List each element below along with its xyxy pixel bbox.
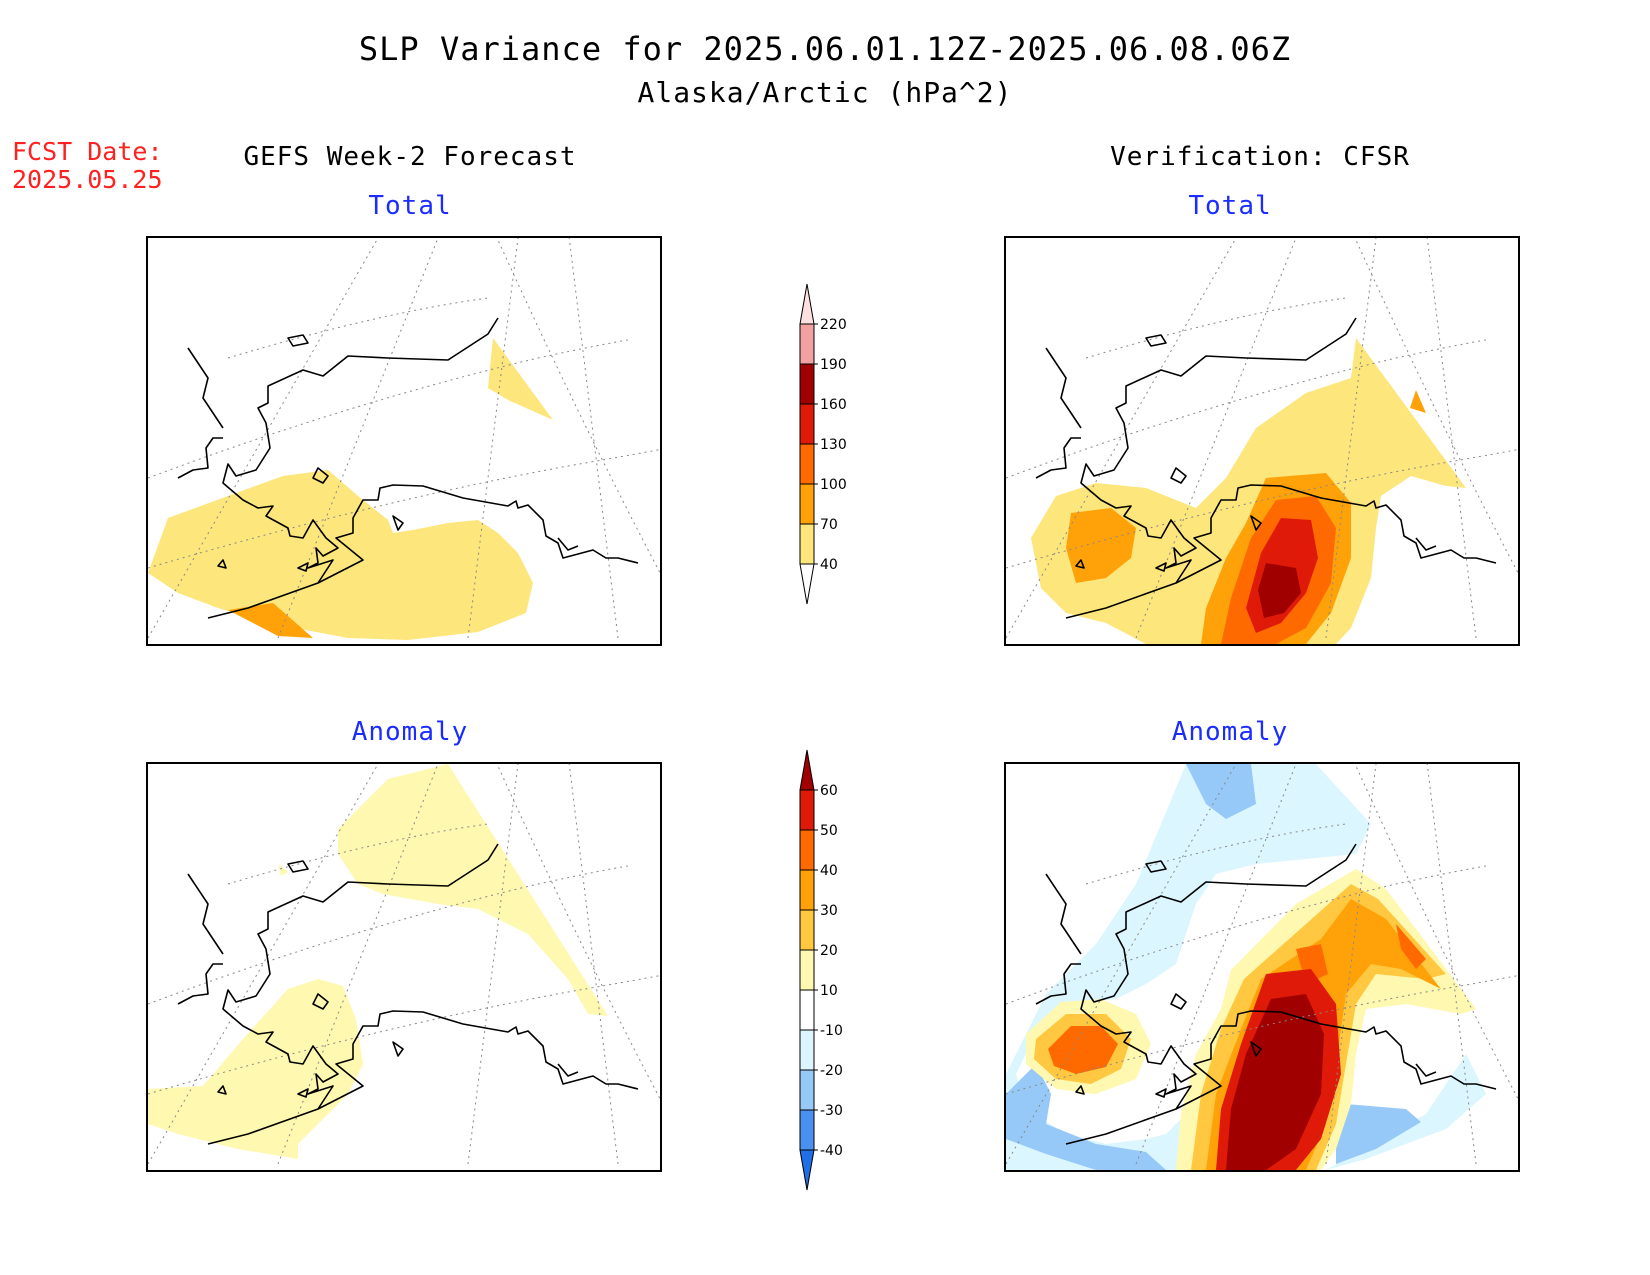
colorbar-anomaly-swatch	[799, 949, 815, 991]
colorbar-anomaly-label: 10	[820, 983, 838, 999]
colorbar-anomaly-label: 20	[820, 943, 838, 959]
panel-title-forecast-anomaly: Anomaly	[351, 717, 469, 747]
colorbar-anomaly-swatch	[799, 1109, 815, 1151]
colorbar-anomaly-top-triangle	[799, 749, 815, 791]
colorbar-anomaly-label: 40	[820, 863, 838, 879]
colorbar-anomaly-label: 60	[820, 783, 838, 799]
colorbar-total-label: 100	[820, 477, 847, 493]
colorbar-total-label: 40	[820, 557, 838, 573]
colorbar-anomaly-label: -10	[820, 1023, 843, 1039]
colorbar-anomaly-swatch	[799, 789, 815, 831]
colorbar-anomaly-swatch	[799, 1029, 815, 1071]
colorbar-anomaly-label: 30	[820, 903, 838, 919]
colorbar-anomaly-swatch	[799, 1069, 815, 1111]
colorbar-total-label: 70	[820, 517, 838, 533]
contour-map-verification-anomaly	[1006, 764, 1518, 1170]
colorbar-anomaly-swatch	[799, 869, 815, 911]
map-panel-verification-total	[1004, 236, 1520, 646]
colorbar-total-label: 190	[820, 357, 847, 373]
map-panel-forecast-total	[146, 236, 662, 646]
colorbar-anomaly-label: -40	[820, 1143, 843, 1159]
colorbar-anomaly-label: -20	[820, 1063, 843, 1079]
colorbar-anomaly-label: 50	[820, 823, 838, 839]
map-panel-verification-anomaly	[1004, 762, 1520, 1172]
colorbar-total-swatch	[799, 403, 815, 445]
column-heading-verification: Verification: CFSR	[1110, 142, 1410, 172]
colorbar-anomaly-swatch	[799, 909, 815, 951]
contour-map-verification-total	[1006, 238, 1518, 644]
colorbar-anomaly-swatch	[799, 989, 815, 1031]
colorbar-total-swatch	[799, 363, 815, 405]
column-heading-forecast: GEFS Week-2 Forecast	[243, 142, 577, 172]
colorbar-total-bottom-triangle	[799, 563, 815, 605]
colorbar-total-top-triangle	[799, 283, 815, 325]
forecast-date-block: FCST Date: 2025.05.25	[12, 138, 163, 194]
colorbar-anomaly-swatch	[799, 829, 815, 871]
colorbar-total-swatch	[799, 443, 815, 485]
fcst-date-label: FCST Date:	[12, 137, 163, 166]
colorbar-total-label: 160	[820, 397, 847, 413]
colorbar-anomaly-svg: -40 -30 -20 -10 10 20 30 40 50 60	[799, 749, 843, 1191]
colorbar-anomaly-label: -30	[820, 1103, 843, 1119]
panel-title-verification-total: Total	[1188, 191, 1272, 221]
colorbar-total-svg: 40 70 100 130 160 190 220	[799, 283, 847, 605]
fcst-date-value: 2025.05.25	[12, 165, 163, 194]
colorbar-total-label: 220	[820, 317, 847, 333]
colorbar-anomaly-bottom-triangle	[799, 1149, 815, 1191]
main-subtitle: Alaska/Arctic (hPa^2)	[637, 76, 1013, 109]
colorbar-total-swatch	[799, 523, 815, 565]
colorbar-anomaly: -40 -30 -20 -10 10 20 30 40 50 60	[796, 749, 876, 1194]
colorbar-total: 40 70 100 130 160 190 220	[796, 282, 876, 606]
contour-map-forecast-anomaly	[148, 764, 660, 1170]
main-title: SLP Variance for 2025.06.01.12Z-2025.06.…	[358, 30, 1292, 68]
panel-title-forecast-total: Total	[368, 191, 452, 221]
map-panel-forecast-anomaly	[146, 762, 662, 1172]
colorbar-total-swatch	[799, 323, 815, 365]
contour-map-forecast-total	[148, 238, 660, 644]
colorbar-total-label: 130	[820, 437, 847, 453]
colorbar-total-swatch	[799, 483, 815, 525]
panel-title-verification-anomaly: Anomaly	[1171, 717, 1289, 747]
